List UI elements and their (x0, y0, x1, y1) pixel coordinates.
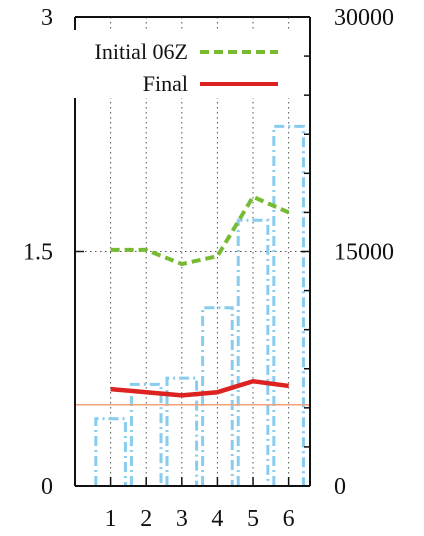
x-tick-label: 3 (176, 506, 188, 532)
interval-bar-3 (165, 376, 199, 486)
y-right-tick-label: 15000 (334, 240, 394, 266)
y-right-tick-label: 30000 (334, 5, 394, 31)
legend-background (64, 30, 290, 98)
interval-bar-2 (129, 382, 163, 486)
x-tick-label: 6 (283, 506, 295, 532)
x-tick-label: 4 (211, 506, 223, 532)
grid (75, 17, 310, 486)
legend-label-1: Initial 06Z (95, 39, 188, 64)
legend: Initial 06Z Final (64, 30, 290, 98)
series-line-2 (110, 379, 289, 398)
y-left-tick-label: 1.5 (23, 240, 53, 266)
y-left-tick-label: 3 (41, 5, 53, 31)
series-lines (110, 194, 290, 398)
legend-label-2: Final (143, 71, 188, 96)
y-left-tick-label: 0 (41, 474, 53, 500)
interval-bar-5 (236, 218, 270, 486)
interval-bar-1 (94, 417, 127, 486)
interval-bars (94, 124, 305, 486)
x-tick-label: 1 (105, 506, 117, 532)
x-tick-label: 2 (140, 506, 152, 532)
y-right-tick-label: 0 (334, 474, 346, 500)
interval-bar-4 (201, 306, 234, 486)
interval-bar-6 (272, 124, 305, 486)
series-line-1 (110, 194, 290, 267)
x-tick-label: 5 (247, 506, 259, 532)
